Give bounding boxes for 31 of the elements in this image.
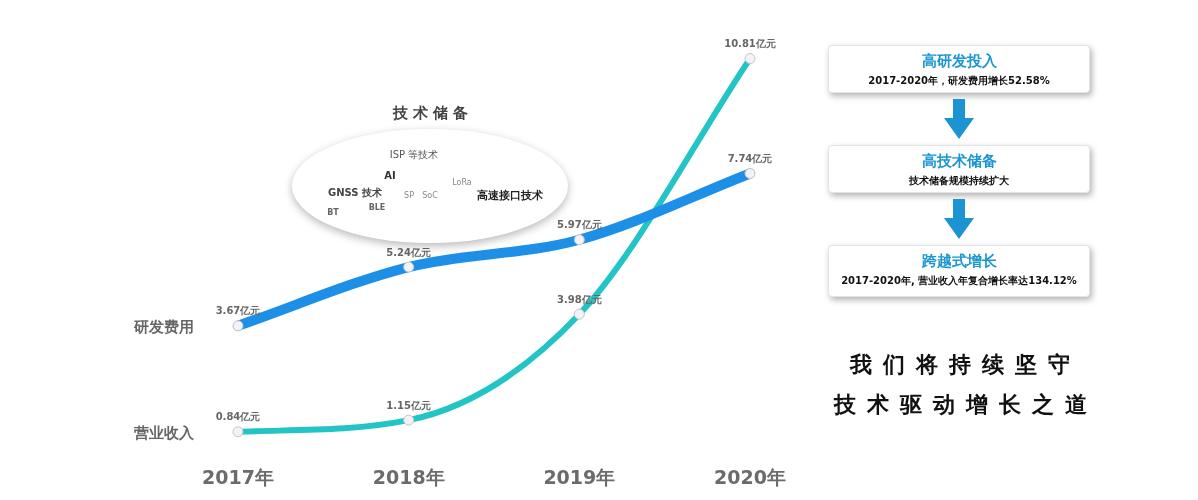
data-label: 1.15亿元 <box>386 399 432 411</box>
annotation: SP <box>404 191 414 200</box>
x-tick-label: 2018年 <box>372 465 445 488</box>
annotation: SoC <box>422 191 438 200</box>
x-tick-label: 2017年 <box>202 465 274 488</box>
text: 2017-2020年, 营业收入年复合增长率达134.12% <box>840 275 1078 287</box>
text: 研发费用 <box>133 317 194 336</box>
data-label: 5.24亿元 <box>386 246 432 258</box>
annotation: BLE <box>368 203 386 212</box>
annotation: GNSS 技术 <box>327 187 383 198</box>
text: 技术储备规模持续扩大 <box>908 175 1010 187</box>
annotation: 高速接口技术 <box>477 188 543 202</box>
data-label: 7.74亿元 <box>727 153 773 165</box>
data-label: 3.67亿元 <box>215 305 261 317</box>
x-tick-label: 2020年 <box>714 465 786 488</box>
annotation: ISP 等技术 <box>389 149 439 160</box>
annotation: AI <box>384 170 396 181</box>
text: 跨越式增长 <box>920 252 998 270</box>
text: 我们将持续坚守 <box>848 351 1082 379</box>
annotation: BT <box>327 208 339 217</box>
data-label: 5.97亿元 <box>556 219 602 231</box>
x-tick-label: 2019年 <box>543 465 616 488</box>
data-label: 10.81亿元 <box>724 38 776 50</box>
annotation: 技术驱动增长之道 <box>832 391 1099 419</box>
data-label: 0.84亿元 <box>215 411 261 423</box>
annotation: LoRa <box>452 178 472 187</box>
text: 高研发投入 <box>920 52 998 70</box>
text: 营业收入 <box>133 423 195 442</box>
text: 2017-2020年，研发费用增长52.58% <box>867 75 1051 87</box>
text: 高技术储备 <box>920 152 998 170</box>
text: 技术储备 <box>391 104 474 123</box>
